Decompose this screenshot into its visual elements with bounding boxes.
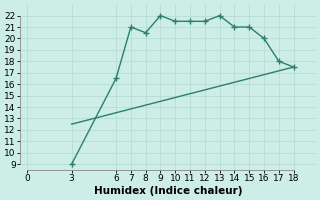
X-axis label: Humidex (Indice chaleur): Humidex (Indice chaleur) [93,186,242,196]
